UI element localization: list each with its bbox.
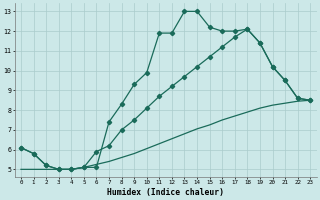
X-axis label: Humidex (Indice chaleur): Humidex (Indice chaleur) [107, 188, 224, 197]
